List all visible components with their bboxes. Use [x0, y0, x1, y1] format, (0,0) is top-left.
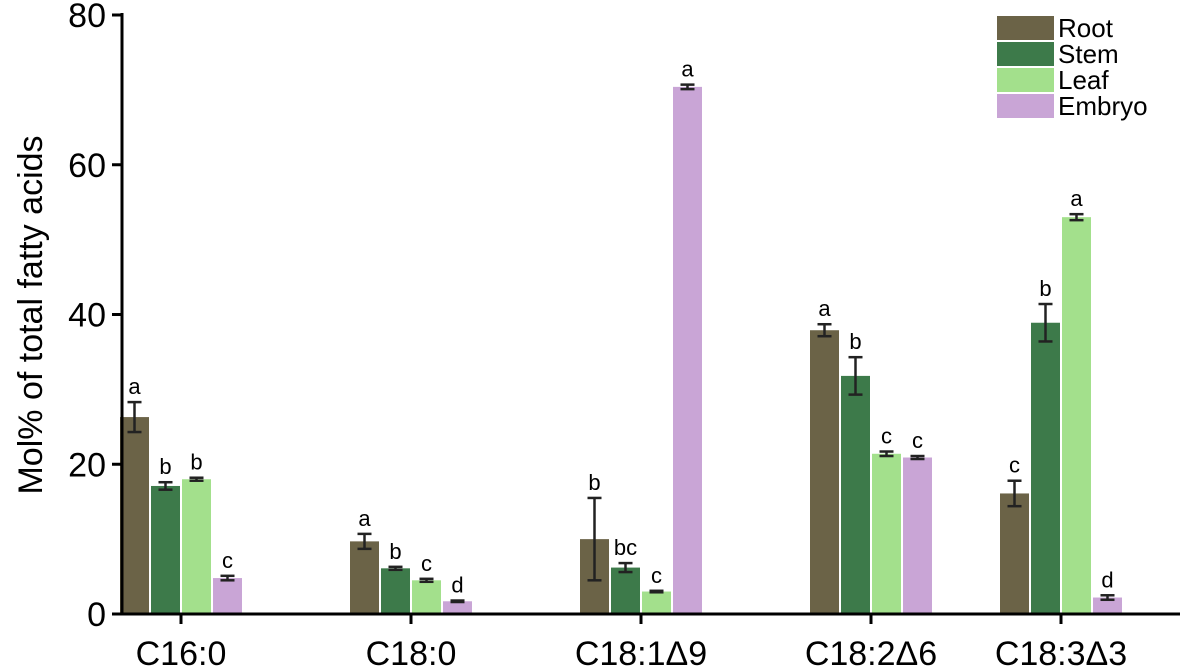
legend-swatch-root	[997, 16, 1054, 40]
significance-letter: c	[881, 424, 892, 449]
x-tick-label: C18:1Δ9	[575, 635, 707, 672]
significance-letter: a	[818, 296, 831, 321]
significance-letter: b	[190, 450, 202, 475]
bar-embryo-3	[903, 457, 932, 614]
significance-letter: c	[651, 563, 662, 588]
bar-root-4	[1000, 493, 1029, 614]
y-tick-label: 40	[68, 297, 106, 335]
legend-swatch-leaf	[997, 68, 1054, 92]
legend-swatch-stem	[997, 42, 1054, 66]
legend-label-root: Root	[1058, 13, 1114, 43]
bar-leaf-3	[872, 453, 901, 614]
legend-label-stem: Stem	[1058, 39, 1119, 69]
y-axis-label: Mol% of total fatty acids	[12, 135, 50, 494]
bar-root-1	[350, 541, 379, 614]
error-bar-stem-2	[618, 561, 633, 574]
bar-embryo-1	[443, 601, 472, 614]
significance-letter: b	[389, 539, 401, 564]
bar-stem-1	[381, 568, 410, 614]
error-bar-leaf-4	[1069, 212, 1084, 222]
x-tick-label: C18:3Δ3	[995, 635, 1127, 672]
significance-letter: b	[1039, 276, 1051, 301]
bar-leaf-1	[412, 580, 441, 614]
error-bar-leaf-1	[419, 577, 434, 584]
significance-letter: a	[1070, 186, 1083, 211]
bar-stem-0	[151, 485, 180, 614]
significance-letter: b	[159, 454, 171, 479]
y-tick-label: 0	[87, 596, 106, 634]
significance-letter: bc	[614, 535, 637, 560]
error-bar-embryo-1	[450, 599, 465, 604]
error-bar-embryo-4	[1100, 594, 1115, 602]
error-bar-embryo-0	[220, 574, 235, 582]
significance-letter: a	[681, 57, 694, 82]
bar-stem-3	[841, 375, 870, 614]
error-bar-root-4	[1007, 479, 1022, 508]
bar-stem-4	[1031, 322, 1060, 614]
bar-root-3	[810, 330, 839, 614]
error-bar-embryo-3	[910, 454, 925, 461]
error-bar-stem-4	[1038, 302, 1053, 343]
significance-letter: d	[451, 573, 463, 598]
y-tick-label: 60	[68, 147, 106, 185]
significance-letter: c	[1009, 453, 1020, 478]
legend-swatch-embryo	[997, 94, 1054, 118]
significance-letter: a	[128, 374, 141, 399]
y-tick-label: 80	[68, 0, 106, 35]
significance-letter: c	[421, 551, 432, 576]
error-bar-root-3	[817, 322, 832, 338]
bar-embryo-0	[213, 578, 242, 614]
x-tick-label: C16:0	[136, 635, 227, 672]
legend-label-embryo: Embryo	[1058, 91, 1148, 121]
error-bar-leaf-3	[879, 450, 894, 458]
bar-leaf-4	[1062, 217, 1091, 614]
error-bar-root-1	[357, 532, 372, 551]
error-bar-stem-3	[848, 355, 863, 396]
bars-layer	[120, 86, 1122, 614]
error-bar-stem-0	[158, 480, 173, 491]
bar-embryo-2	[673, 86, 702, 614]
significance-letter: b	[849, 329, 861, 354]
error-bar-leaf-0	[189, 476, 204, 482]
significance-letter: c	[912, 428, 923, 453]
error-bars-layer	[127, 83, 1115, 604]
significance-letter: b	[588, 470, 600, 495]
axes: 0 20 40 60 80 C16:0 C18:0 C18:1Δ9 C18:2Δ6 C18:3Δ3	[68, 0, 1180, 672]
y-tick-label: 20	[68, 446, 106, 484]
bar-leaf-2	[642, 591, 671, 614]
significance-letter: c	[222, 548, 233, 573]
significance-letter: d	[1101, 567, 1113, 592]
significance-letter: a	[358, 506, 371, 531]
error-bar-leaf-2	[649, 589, 664, 594]
legend-label-leaf: Leaf	[1058, 65, 1109, 95]
error-bar-root-0	[127, 400, 142, 434]
error-bar-stem-1	[388, 565, 403, 572]
bar-leaf-0	[182, 479, 211, 614]
error-bar-root-2	[587, 496, 602, 582]
bar-root-0	[120, 417, 149, 614]
error-bar-embryo-2	[680, 83, 695, 91]
bar-embryo-4	[1093, 597, 1122, 614]
x-tick-label: C18:2Δ6	[805, 635, 937, 672]
bar-stem-2	[611, 567, 640, 614]
x-tick-label: C18:0	[366, 635, 457, 672]
